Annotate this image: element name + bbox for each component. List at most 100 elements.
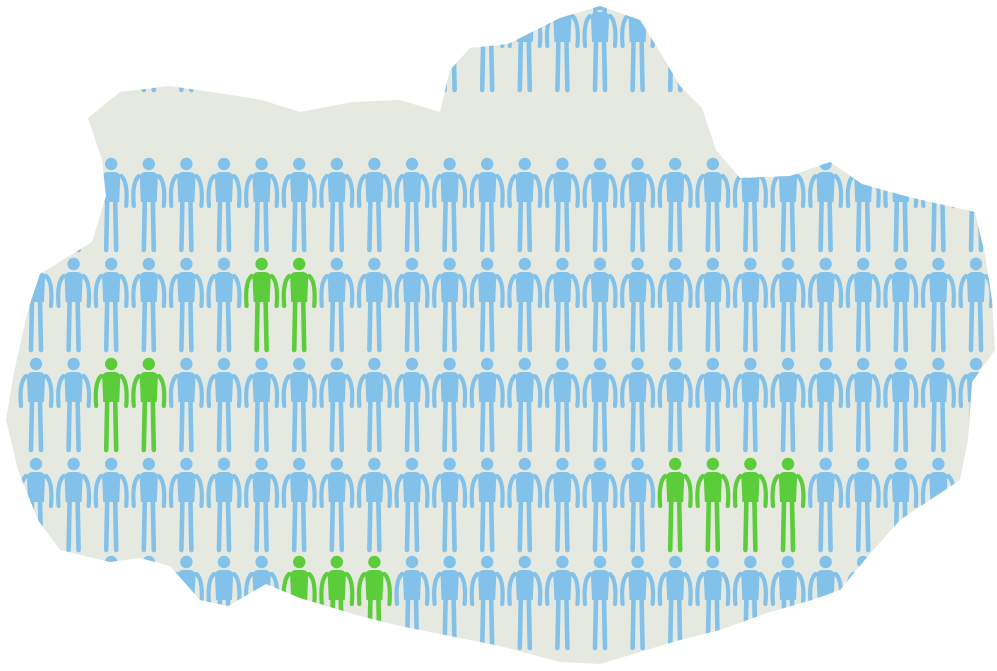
person-icon [319, 257, 355, 353]
person-icon [432, 457, 468, 553]
person-icon [920, 555, 956, 651]
person-icon [356, 457, 392, 553]
person-icon [770, 357, 806, 453]
person-icon [469, 157, 505, 253]
person-icon [56, 257, 92, 353]
person-icon [432, 157, 468, 253]
person-icon [507, 357, 543, 453]
person-icon [56, 6, 92, 93]
person-icon [93, 157, 129, 253]
person-icon [770, 457, 806, 553]
person-icon [808, 457, 844, 553]
person-icon [920, 6, 956, 93]
person-icon [507, 457, 543, 553]
person-icon [620, 357, 656, 453]
person-icon [620, 457, 656, 553]
person-icon [845, 357, 881, 453]
person-icon [732, 6, 768, 93]
person-icon [356, 157, 392, 253]
person-icon [770, 6, 806, 93]
person-icon [281, 257, 317, 353]
person-icon [131, 157, 167, 253]
person-icon [469, 457, 505, 553]
person-icon [883, 257, 919, 353]
person-icon [244, 157, 280, 253]
person-icon [732, 257, 768, 353]
person-icon [131, 555, 167, 651]
person-icon [695, 257, 731, 353]
person-icon [507, 257, 543, 353]
person-icon [920, 257, 956, 353]
person-icon [432, 357, 468, 453]
person-icon [657, 357, 693, 453]
person-icon [56, 357, 92, 453]
person-icon [517, 6, 533, 33]
person-icon [206, 357, 242, 453]
person-icon [93, 357, 129, 453]
person-icon [657, 457, 693, 553]
person-icon [432, 257, 468, 353]
person-icon [131, 457, 167, 553]
person-icon [244, 6, 280, 93]
person-icon [206, 457, 242, 553]
person-icon [770, 257, 806, 353]
person-icon [18, 157, 54, 253]
person-icon [958, 257, 994, 353]
person-icon [657, 257, 693, 353]
person-icon [544, 157, 580, 253]
person-icon [845, 457, 881, 553]
person-icon [394, 6, 430, 93]
person-icon [845, 257, 881, 353]
person-icon [732, 457, 768, 553]
person-icon [657, 555, 693, 651]
person-icon [394, 457, 430, 553]
person-icon [808, 6, 844, 93]
person-icon [732, 357, 768, 453]
person-icon [394, 257, 430, 353]
person-icon [356, 357, 392, 453]
person-icon [281, 457, 317, 553]
person-icon [469, 257, 505, 353]
person-icon [281, 6, 317, 93]
person-icon [18, 555, 54, 651]
person-icon [93, 555, 129, 651]
person-icon [883, 555, 919, 651]
person-icon [695, 357, 731, 453]
person-icon [808, 257, 844, 353]
person-icon [958, 457, 994, 553]
person-icon [93, 457, 129, 553]
person-icon [319, 157, 355, 253]
person-icon [356, 6, 392, 93]
person-icon [582, 257, 618, 353]
person-icon [469, 555, 505, 651]
person-icon [319, 457, 355, 553]
person-icon [544, 555, 580, 651]
person-icon [394, 157, 430, 253]
person-icon [93, 257, 129, 353]
person-icon [319, 6, 355, 93]
person-icon [620, 157, 656, 253]
person-icon [168, 157, 204, 253]
person-icon [281, 357, 317, 453]
person-icon [56, 157, 92, 253]
person-icon [168, 6, 204, 93]
person-icon [695, 457, 731, 553]
person-icon [168, 457, 204, 553]
person-icon [958, 6, 994, 93]
person-icon [394, 357, 430, 453]
person-icon [479, 6, 495, 33]
person-icon [620, 555, 656, 651]
person-icon [582, 357, 618, 453]
person-icon [507, 555, 543, 651]
person-icon [244, 257, 280, 353]
person-icon [206, 6, 242, 93]
person-icon [281, 157, 317, 253]
person-icon [845, 6, 881, 93]
person-icon [56, 555, 92, 651]
person-icon [883, 357, 919, 453]
person-icon [920, 357, 956, 453]
person-icon [582, 457, 618, 553]
person-icon [131, 257, 167, 353]
person-icon [168, 257, 204, 353]
person-icon [695, 6, 731, 93]
